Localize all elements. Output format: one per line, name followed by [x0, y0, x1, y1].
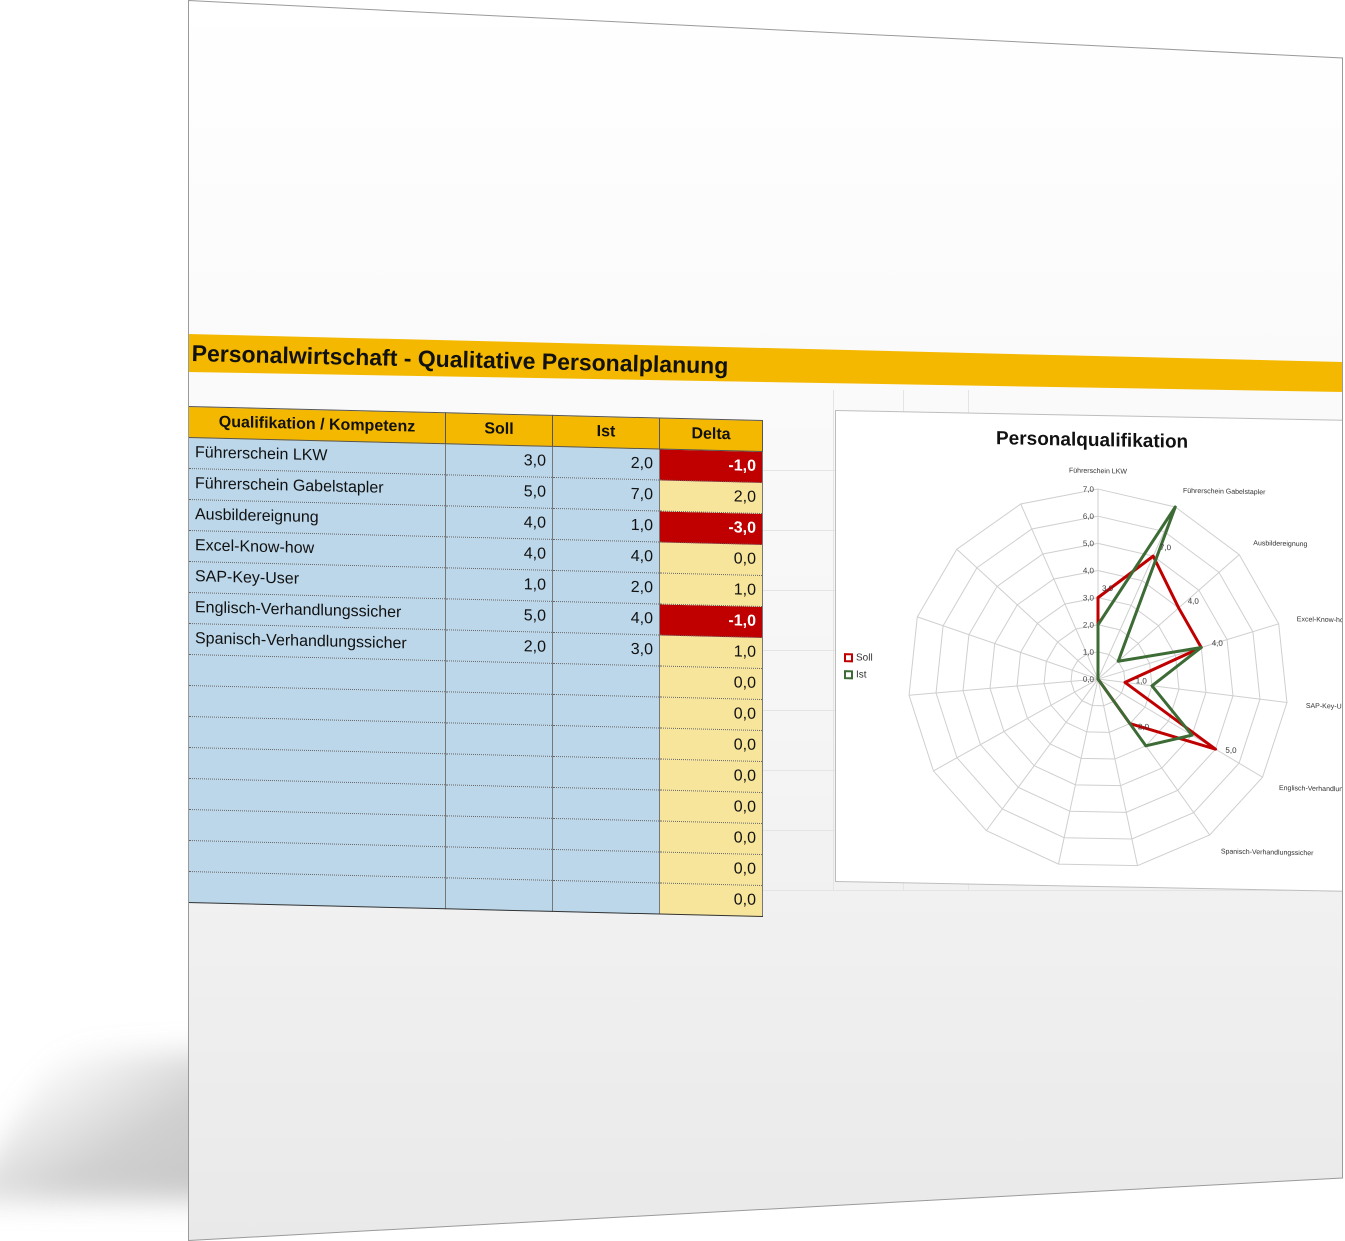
soll-cell[interactable]: 3,0 [445, 443, 553, 478]
soll-cell[interactable] [445, 722, 553, 757]
soll-cell[interactable] [445, 846, 553, 881]
data-point-label: 3,0 [1102, 584, 1114, 593]
ist-cell[interactable]: 2,0 [552, 570, 660, 605]
delta-cell[interactable]: 0,0 [659, 883, 763, 917]
delta-cell[interactable]: -1,0 [659, 449, 763, 483]
category-label: SAP-Key-User [1306, 703, 1343, 711]
qualifikation-cell[interactable] [188, 871, 446, 909]
radial-tick-label: 2,0 [1083, 620, 1095, 629]
category-label: Führerschein Gabelstapler [1183, 488, 1266, 497]
radar-spoke [956, 548, 1099, 680]
radial-tick-label: 6,0 [1083, 512, 1095, 521]
gridline [763, 890, 1343, 891]
ist-cell[interactable]: 4,0 [552, 601, 660, 636]
category-label: Excel-Know-how [1297, 616, 1343, 624]
ist-cell[interactable]: 3,0 [552, 632, 660, 667]
ist-cell[interactable] [552, 787, 660, 822]
delta-cell[interactable]: 2,0 [659, 480, 763, 514]
category-label: Englisch-Verhandlungssicher [1279, 785, 1343, 794]
data-point-label: 7,0 [1160, 543, 1172, 552]
table-body: Führerschein LKW 3,0 2,0 -1,0 Führerschein G… [188, 437, 763, 917]
data-point-label: 2,0 [1138, 722, 1150, 731]
soll-cell[interactable]: 4,0 [445, 536, 553, 571]
soll-cell[interactable] [445, 815, 553, 850]
ist-cell[interactable]: 1,0 [552, 508, 660, 543]
soll-cell[interactable] [445, 784, 553, 819]
radar-spoke [917, 616, 1099, 680]
delta-cell[interactable]: 1,0 [659, 573, 763, 607]
radial-tick-label: 5,0 [1083, 539, 1095, 548]
data-point-label: 5,0 [1225, 746, 1237, 755]
soll-cell[interactable] [445, 877, 553, 912]
gridline [833, 390, 834, 890]
ist-cell[interactable] [552, 694, 660, 729]
radial-tick-label: 0,0 [1083, 675, 1095, 684]
delta-cell[interactable]: 1,0 [659, 635, 763, 669]
soll-cell[interactable] [445, 691, 553, 726]
category-label: Ausbildereignung [1253, 540, 1307, 548]
soll-cell[interactable]: 2,0 [445, 629, 553, 664]
ist-cell[interactable] [552, 880, 660, 915]
delta-cell[interactable]: 0,0 [659, 542, 763, 576]
ist-cell[interactable] [552, 756, 660, 791]
column-header-soll[interactable]: Soll [445, 412, 553, 447]
column-header-delta[interactable]: Delta [659, 418, 763, 452]
soll-cell[interactable]: 5,0 [445, 598, 553, 633]
soll-cell[interactable]: 4,0 [445, 505, 553, 540]
soll-cell[interactable]: 1,0 [445, 567, 553, 602]
ist-cell[interactable]: 7,0 [552, 477, 660, 512]
radar-spoke [1097, 678, 1263, 778]
planning-table: Qualifikation / Kompetenz Soll Ist Delta… [188, 406, 763, 917]
delta-cell[interactable]: 0,0 [659, 759, 763, 793]
data-point-label: 4,0 [1212, 639, 1224, 648]
column-header-ist[interactable]: Ist [552, 415, 660, 450]
category-label: Spanisch-Verhandlungssicher [1221, 848, 1314, 857]
spreadsheet-page: Personalwirtschaft - Qualitative Persona… [188, 0, 1343, 1241]
soll-cell[interactable] [445, 660, 553, 695]
data-point-label: 4,0 [1188, 597, 1200, 606]
delta-cell[interactable]: 0,0 [659, 666, 763, 700]
ist-cell[interactable] [552, 849, 660, 884]
radial-tick-label: 3,0 [1083, 593, 1095, 602]
delta-cell[interactable]: -1,0 [659, 604, 763, 638]
delta-cell[interactable]: 0,0 [659, 697, 763, 731]
ist-cell[interactable] [552, 725, 660, 760]
radial-tick-label: 1,0 [1083, 648, 1095, 657]
delta-cell[interactable]: 0,0 [659, 728, 763, 762]
ist-cell[interactable] [552, 663, 660, 698]
ist-cell[interactable]: 2,0 [552, 446, 660, 481]
delta-cell[interactable]: 0,0 [659, 790, 763, 824]
ist-cell[interactable]: 4,0 [552, 539, 660, 574]
category-label: Führerschein LKW [1069, 467, 1127, 475]
data-point-label: 1,0 [1136, 676, 1148, 685]
radar-chart[interactable]: Personalqualifikation Soll Ist 0,0 1,0 2,0… [835, 410, 1343, 892]
delta-cell[interactable]: 0,0 [659, 821, 763, 855]
delta-cell[interactable]: -3,0 [659, 511, 763, 545]
radial-tick-label: 7,0 [1083, 485, 1095, 494]
series-line-ist [1096, 505, 1203, 748]
radial-tick-label: 4,0 [1083, 566, 1095, 575]
soll-cell[interactable]: 5,0 [445, 474, 553, 509]
delta-cell[interactable]: 0,0 [659, 852, 763, 886]
soll-cell[interactable] [445, 753, 553, 788]
radar-plot: 0,0 1,0 2,0 3,0 4,0 5,0 6,0 7,0 Führerschein LKW… [908, 467, 1343, 867]
series-line-soll [1096, 554, 1218, 751]
ist-cell[interactable] [552, 818, 660, 853]
